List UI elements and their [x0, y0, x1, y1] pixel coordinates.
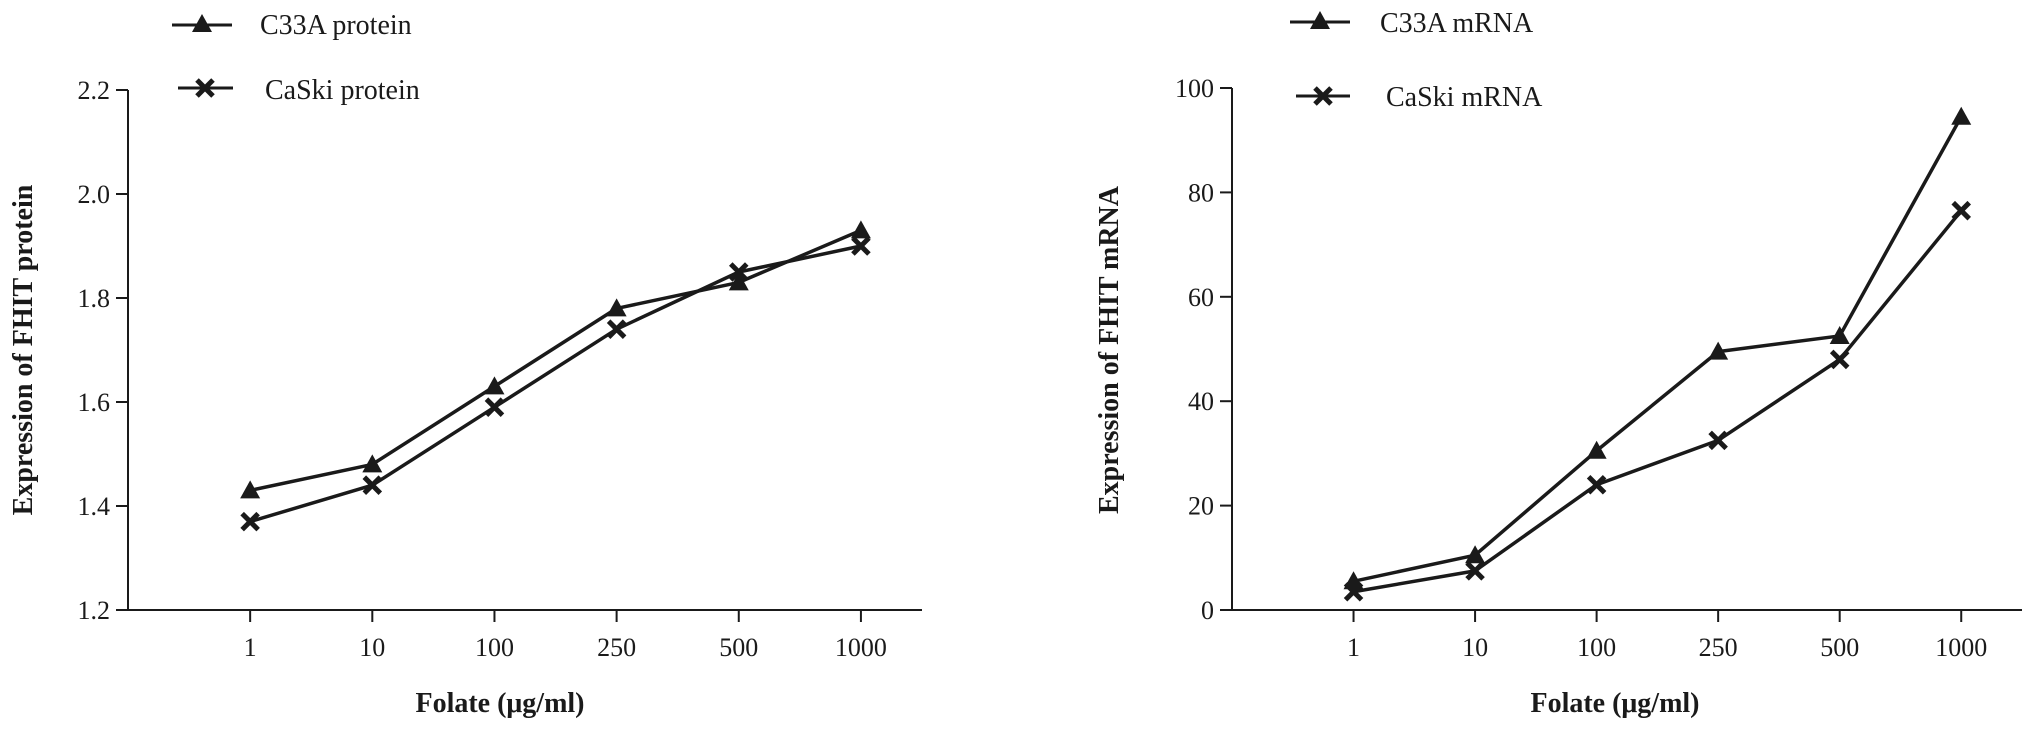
mrna-x-tick-label: 1: [1347, 633, 1360, 662]
series-line-caski-protein: [249, 244, 862, 524]
protein-x-tick-label: 100: [475, 633, 514, 662]
protein-plot-area: 1.2 1.4 1.6 1.8 2.0 2.2 1 10 100 250 500 1000: [78, 76, 922, 662]
protein-y-tick-label: 1.8: [78, 284, 111, 313]
data-point-caski-protein: [484, 397, 505, 417]
protein-legend: C33A protein CaSki protein: [172, 10, 420, 106]
mrna-y-tick-label: 20: [1188, 492, 1214, 521]
protein-y-axis-title: Expression of FHIT protein: [8, 184, 39, 515]
mrna-y-tick-label: 100: [1175, 74, 1214, 103]
mrna-x-tick-label: 1000: [1935, 633, 1987, 662]
protein-y-tick-label: 2.2: [78, 76, 111, 105]
mrna-legend: C33A mRNA CaSki mRNA: [1290, 8, 1543, 113]
mrna-y-axis-title: Expression of FHIT mRNA: [1094, 185, 1125, 514]
series-line-caski-mrna: [1353, 209, 1963, 594]
protein-x-tick-label: 10: [359, 633, 385, 662]
data-point-caski-mrna: [1829, 349, 1850, 370]
series-line-c33a-protein: [249, 228, 862, 493]
protein-y-tick-label: 1.2: [78, 596, 111, 625]
mrna-x-tick-label: 250: [1699, 633, 1738, 662]
protein-y-tick-label: 2.0: [78, 180, 111, 209]
legend-marker-c33a-mrna: [1310, 11, 1330, 29]
data-point-caski-protein: [240, 511, 260, 532]
data-point-caski-protein: [362, 475, 383, 495]
mrna-x-axis-title: Folate (μg/ml): [1530, 688, 1699, 719]
mrna-y-tick-label: 60: [1188, 283, 1214, 312]
data-point-c33a-protein: [606, 298, 627, 317]
data-point-c33a-mrna: [1586, 440, 1607, 459]
data-point-c33a-protein: [484, 376, 505, 395]
data-point-c33a-protein: [728, 272, 749, 291]
protein-x-tick-label: 250: [597, 633, 636, 662]
data-point-caski-protein: [851, 236, 871, 256]
protein-y-tick-label: 1.6: [78, 388, 111, 417]
legend-marker-c33a-protein: [192, 14, 212, 32]
data-point-c33a-mrna: [1829, 325, 1850, 344]
legend-label-caski-mrna: CaSki mRNA: [1386, 82, 1543, 113]
mrna-x-tick-label: 500: [1820, 633, 1859, 662]
protein-x-axis-title: Folate (μg/ml): [415, 688, 584, 719]
data-point-c33a-protein: [362, 454, 383, 473]
data-point-c33a-protein: [240, 480, 261, 499]
mrna-x-tick-label: 10: [1462, 633, 1488, 662]
legend-marker-caski-protein: [195, 78, 215, 98]
mrna-y-tick-label: 40: [1188, 387, 1214, 416]
series-line-c33a-mrna: [1353, 115, 1963, 584]
mrna-x-tick-label: 100: [1577, 633, 1616, 662]
legend-label-caski-protein: CaSki protein: [265, 75, 420, 106]
data-point-caski-mrna: [1708, 430, 1728, 451]
mrna-y-tick-label: 0: [1201, 596, 1214, 625]
data-point-caski-protein: [729, 262, 749, 282]
mrna-chart: 0 20 40 60 80 100 1 10 100 250 500 1000 Folate (μg/…: [1094, 8, 2022, 719]
protein-chart: 1.2 1.4 1.6 1.8 2.0 2.2 1 10 100 250 500 1000 Folat…: [8, 10, 922, 719]
data-point-caski-protein: [606, 319, 627, 339]
data-point-caski-mrna: [1465, 561, 1485, 581]
data-point-c33a-protein: [850, 220, 871, 239]
data-point-c33a-mrna: [1465, 545, 1486, 564]
data-point-c33a-mrna: [1951, 106, 1972, 125]
legend-marker-caski-mrna: [1313, 86, 1333, 106]
data-point-caski-mrna: [1343, 581, 1364, 602]
protein-y-tick-label: 1.4: [78, 492, 111, 521]
mrna-plot-area: 0 20 40 60 80 100 1 10 100 250 500 1000: [1175, 74, 2022, 662]
protein-x-tick-label: 1: [244, 633, 257, 662]
legend-label-c33a-protein: C33A protein: [260, 10, 412, 41]
legend-label-c33a-mrna: C33A mRNA: [1380, 8, 1534, 39]
protein-x-tick-label: 500: [719, 633, 758, 662]
data-point-caski-mrna: [1951, 200, 1971, 221]
data-point-c33a-mrna: [1708, 341, 1729, 360]
mrna-y-tick-label: 80: [1188, 178, 1214, 207]
protein-x-tick-label: 1000: [835, 633, 887, 662]
data-point-caski-mrna: [1586, 474, 1607, 495]
